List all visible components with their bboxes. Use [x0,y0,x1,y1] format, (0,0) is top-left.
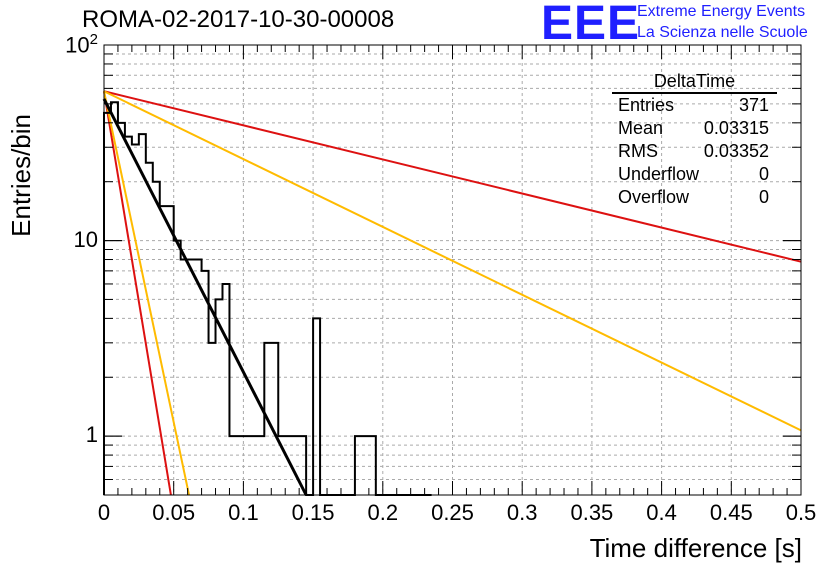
x-tick-label: 0.1 [228,500,259,525]
histogram-outline [103,101,432,496]
y-tick-label: 10 [73,226,98,252]
curve-red-2 [103,91,172,496]
x-tick-label: 0.4 [646,500,677,525]
stats-title: DeltaTime [612,70,777,94]
stats-label: RMS [618,141,658,161]
x-tick-label: 0.05 [152,500,196,525]
grid-lines [104,45,801,495]
x-tick-label: 0.15 [291,500,335,525]
x-axis-label: Time difference [s] [589,533,802,563]
curve-orange-1 [103,90,802,432]
histogram [103,101,432,496]
stats-value: 0 [758,187,769,207]
stats-value: 0.03315 [703,118,769,138]
logo-caption-line2: La Scienza nelle Scuole [637,24,808,41]
stats-label: Underflow [618,164,700,184]
y-tick-label: 102 [65,31,98,58]
y-axis-label: Entries/bin [6,114,36,237]
stats-row-mean: Mean 0.03315 [612,117,777,140]
axis-ticks [103,45,802,495]
x-tick-label: 0.45 [709,500,753,525]
stats-row-rms: RMS 0.03352 [612,140,777,163]
stats-value: 0 [758,164,769,184]
y-tick-label: 1 [85,422,98,448]
logo-caption-line1: Extreme Energy Events [637,3,806,20]
stats-label: Entries [618,95,675,115]
curve-orange-3 [103,91,191,496]
chart-title: ROMA-02-2017-10-30-00008 [82,6,395,33]
x-tick-label: 0.3 [506,500,538,525]
eee-logo: EEE [541,0,641,50]
stats-row-entries: Entries 371 [612,94,777,117]
stats-value: 371 [738,95,769,115]
x-tick-label: 0.35 [570,500,614,525]
x-tick-label: 0.2 [367,500,399,525]
curve-fit-4 [102,98,308,496]
stats-box: DeltaTime Entries 371 Mean 0.03315 RMS 0.03… [612,70,777,209]
stats-row-underflow: Underflow 0 [612,163,777,186]
stats-label: Overflow [618,187,690,207]
x-tick-label: 0 [97,500,111,525]
curve-red-0 [103,90,802,263]
curves [102,90,802,496]
x-tick-label: 0.5 [785,500,817,525]
stats-value: 0.03352 [703,141,769,161]
stats-row-overflow: Overflow 0 [612,186,777,209]
x-tick-label: 0.25 [431,500,474,525]
stats-label: Mean [618,118,664,138]
